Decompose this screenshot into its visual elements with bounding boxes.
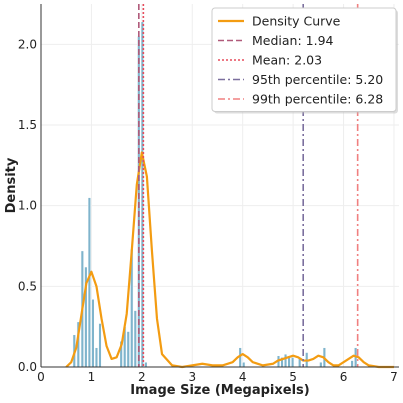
y-tick-label: 1.0 <box>18 199 37 213</box>
legend-label: 95th percentile: 5.20 <box>252 72 383 87</box>
histogram-bar <box>91 298 95 368</box>
histogram-bar <box>319 361 323 368</box>
x-tick-label: 1 <box>88 370 96 384</box>
histogram-bar <box>242 361 246 368</box>
x-tick-label: 4 <box>239 370 247 384</box>
legend: Density Curve Median: 1.94 Mean: 2.03 95th … <box>211 7 398 114</box>
y-tick-label: 1.5 <box>18 118 37 132</box>
histogram-bar <box>133 310 137 368</box>
axes <box>40 4 399 368</box>
x-tick-label: 6 <box>340 370 348 384</box>
x-axis-label: Image Size (Megapixels) <box>130 383 309 398</box>
y-tick-label: 2.0 <box>18 37 37 51</box>
y-tick-label: 0.5 <box>18 279 37 293</box>
density-curve-line <box>65 151 394 369</box>
histogram-bar <box>350 360 354 368</box>
x-tick-label: 0 <box>37 370 45 384</box>
x-tick-label: 2 <box>138 370 146 384</box>
x-tick-label: 3 <box>188 370 196 384</box>
density-curve-layer <box>65 151 394 369</box>
histogram-bar <box>94 347 99 368</box>
legend-label: Density Curve <box>252 14 341 29</box>
histogram-bar <box>290 357 295 368</box>
legend-label: Median: 1.94 <box>252 33 334 48</box>
histogram-bar <box>87 197 92 368</box>
y-axis-label: Density <box>4 157 19 213</box>
legend-box <box>211 7 397 112</box>
histogram-bar <box>144 361 148 368</box>
legend-label: 99th percentile: 6.28 <box>252 92 383 107</box>
x-tick-label: 7 <box>390 370 398 384</box>
x-tick-label: 5 <box>289 370 297 384</box>
histogram-bar <box>98 323 102 368</box>
histogram-bar <box>283 353 288 368</box>
tick-labels: 0 1 2 3 4 5 6 7 0.0 0.5 1.0 1.5 2.0 <box>18 37 398 384</box>
legend-label: Mean: 2.03 <box>252 53 322 68</box>
y-tick-label: 0.0 <box>18 360 37 374</box>
histogram-bar <box>126 331 130 368</box>
